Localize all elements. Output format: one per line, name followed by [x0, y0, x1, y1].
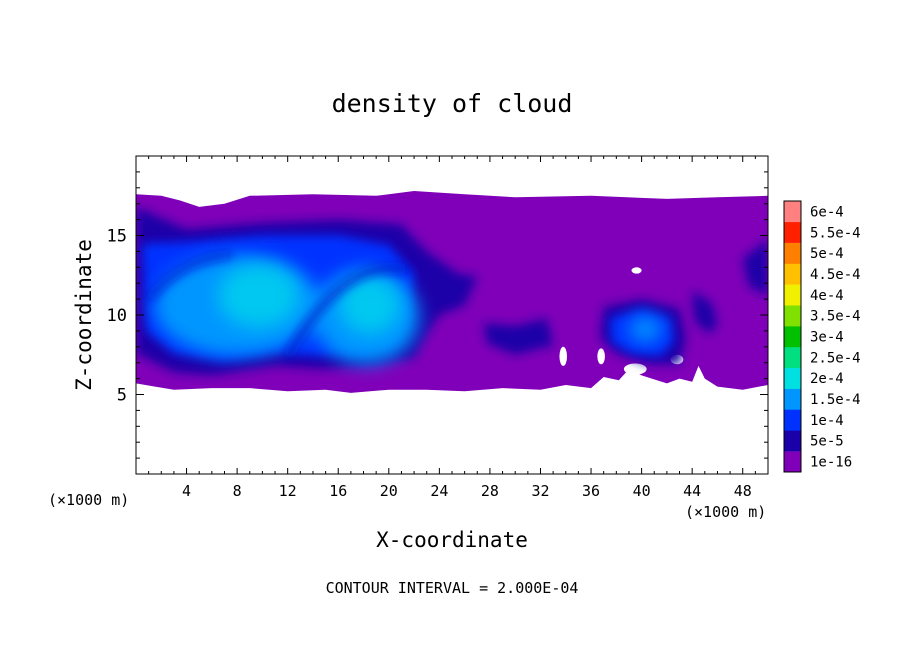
left-cell-core	[218, 264, 300, 328]
rim-left	[146, 252, 232, 301]
band-5e-5-patch	[483, 318, 554, 355]
chart-title: density of cloud	[332, 89, 573, 118]
colorbar-label-6e-4: 6e-4	[810, 204, 844, 220]
x-tick-label-48: 48	[734, 482, 752, 500]
x-tick-label-20: 20	[380, 482, 398, 500]
colorbar-swatch-4.5e-4	[784, 263, 801, 285]
cloud-gap	[631, 267, 642, 274]
contour-interval-note: CONTOUR INTERVAL = 2.000E-04	[326, 579, 579, 597]
cloud-gap	[597, 348, 605, 365]
colorbar-label-2e-4: 2e-4	[810, 371, 844, 387]
colorbar-label-2.5e-4: 2.5e-4	[810, 350, 861, 366]
colorbar-label-5e-4: 5e-4	[810, 246, 844, 262]
colorbar-swatch-5e-4	[784, 242, 801, 264]
colorbar-label-5.5e-4: 5.5e-4	[810, 225, 861, 241]
band-1.5e-4-right-cell	[628, 316, 662, 343]
x-tick-label-32: 32	[531, 482, 549, 500]
colorbar-swatch-2.5e-4	[784, 346, 801, 368]
rim-center	[285, 265, 409, 358]
colorbar-label-4e-4: 4e-4	[810, 288, 844, 304]
colorbar-frame	[783, 200, 802, 473]
colorbar-label-4.5e-4: 4.5e-4	[810, 267, 861, 283]
colorbar-label-3.5e-4: 3.5e-4	[810, 309, 861, 325]
x-tick-label-12: 12	[279, 482, 297, 500]
cloud-gap	[559, 346, 568, 366]
colorbar-swatch-6e-4	[784, 201, 801, 223]
x-unit-right: (×1000 m)	[685, 503, 766, 521]
x-unit-left: (×1000 m)	[48, 491, 129, 509]
y-tick-label-10: 10	[107, 306, 127, 326]
band-5e-5-patch	[692, 291, 718, 335]
x-tick-label-40: 40	[633, 482, 651, 500]
colorbar: 1e-16 5e-5 1e-4 1.5e-4 2e-4 2.5e-4 3e-4 3.5e-4 4…	[783, 200, 861, 473]
colorbar-label-1.5e-4: 1.5e-4	[810, 392, 861, 408]
plot-area	[135, 155, 769, 475]
x-tick-label-16: 16	[329, 482, 347, 500]
cloud-density-field	[136, 191, 768, 393]
y-tick-label-5: 5	[117, 386, 127, 406]
colorbar-swatch-1e-4	[784, 409, 801, 431]
x-tick-label-28: 28	[481, 482, 499, 500]
y-tick-label-15: 15	[107, 227, 127, 247]
x-axis-label: X-coordinate	[376, 528, 528, 552]
x-tick-label-44: 44	[683, 482, 701, 500]
colorbar-label-5e-5: 5e-5	[810, 434, 844, 450]
x-tick-label-24: 24	[430, 482, 448, 500]
colorbar-swatch-1e-16	[784, 451, 801, 473]
x-tick-label-4: 4	[182, 482, 191, 500]
colorbar-swatch-2e-4	[784, 367, 801, 389]
center-cell-core	[339, 276, 401, 335]
colorbar-swatch-5e-5	[784, 430, 801, 452]
axis-ticks	[136, 156, 768, 474]
cloud-gap	[623, 363, 647, 375]
cloud-contour-core	[218, 264, 401, 335]
y-tick-labels: 5 10 15	[107, 227, 127, 406]
colorbar-swatch-4e-4	[784, 284, 801, 306]
x-tick-label-36: 36	[582, 482, 600, 500]
x-tick-label-8: 8	[233, 482, 242, 500]
colorbar-swatch-3.5e-4	[784, 305, 801, 327]
cell-rims	[146, 252, 409, 358]
colorbar-label-1e-16: 1e-16	[810, 455, 852, 471]
colorbar-swatch-1.5e-4	[784, 388, 801, 410]
colorbar-label-1e-4: 1e-4	[810, 413, 844, 429]
colorbar-swatch-5.5e-4	[784, 221, 801, 243]
y-axis-label: Z-coordinate	[72, 239, 96, 391]
colorbar-swatch-3e-4	[784, 326, 801, 348]
band-5e-5-patch	[742, 238, 768, 296]
colorbar-label-3e-4: 3e-4	[810, 330, 844, 346]
x-tick-labels: 4 8 12 16 20 24 28 32 36 40 44 48	[182, 482, 752, 500]
